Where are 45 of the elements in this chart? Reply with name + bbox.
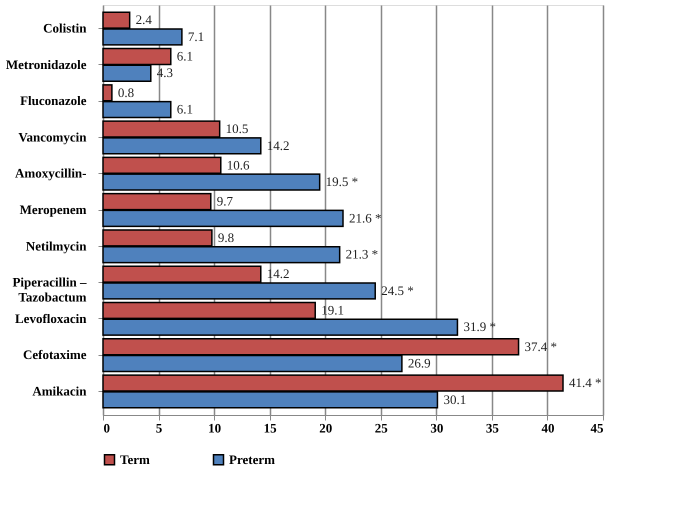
y-tick-label: Meropenem [20,202,87,217]
x-tick-label: 5 [156,420,163,436]
y-tick-label: Cefotaxime [22,347,87,362]
data-label: 19.1 [321,302,344,318]
y-tick-label: Colistin [43,20,88,36]
data-label: 21.3 * [346,246,378,262]
x-tick-label: 20 [319,420,332,436]
data-label: 4.3 [156,65,174,80]
data-label: 30.1 [443,392,466,407]
legend-label: Preterm [229,452,276,467]
y-tick-label: Metronidazole [6,56,87,72]
x-tick-label: 25 [374,420,388,436]
data-label: 0.8 [118,84,134,100]
data-label: 14.2 [266,138,290,153]
data-label: 2.4 [136,12,152,28]
x-tick-label: 0 [104,420,110,436]
x-tick-label: 35 [486,420,500,436]
legend-label: Term [120,452,150,467]
data-label: 26.9 [408,356,431,371]
y-tick-label: Vancomycin [18,129,88,144]
y-tick-label: Amoxycillin- [15,166,86,181]
x-tick-label: 30 [430,420,444,436]
data-label: 41.4 * [569,375,602,390]
data-label: 7.1 [188,28,204,44]
y-tick-label: Piperacillin – Tazobactum [12,274,87,305]
data-label: 21.6 * [349,210,382,226]
x-tick-label: 45 [590,420,604,436]
data-label: 10.6 [226,157,250,172]
data-label: 10.5 [226,121,248,136]
data-label: 37.4 * [524,338,558,354]
data-label: 19.5 * [326,174,358,190]
data-label: 6.1 [176,48,194,64]
data-label: 14.2 [266,266,290,282]
data-label: 6.1 [176,102,194,117]
data-label: 9.8 [218,230,234,245]
data-label: 24.5 * [381,282,414,298]
y-tick-label: Netilmycin [26,238,88,254]
y-tick-label: Fluconazole [20,93,87,108]
x-tick-label: 15 [264,420,278,436]
y-tick-label: Amikacin [32,383,88,398]
x-tick-label: 10 [208,420,222,436]
y-tick-label: Levofloxacin [15,310,88,326]
data-label: 9.7 [216,194,234,209]
x-tick-label: 40 [541,420,554,436]
data-label: 31.9 * [463,319,496,334]
